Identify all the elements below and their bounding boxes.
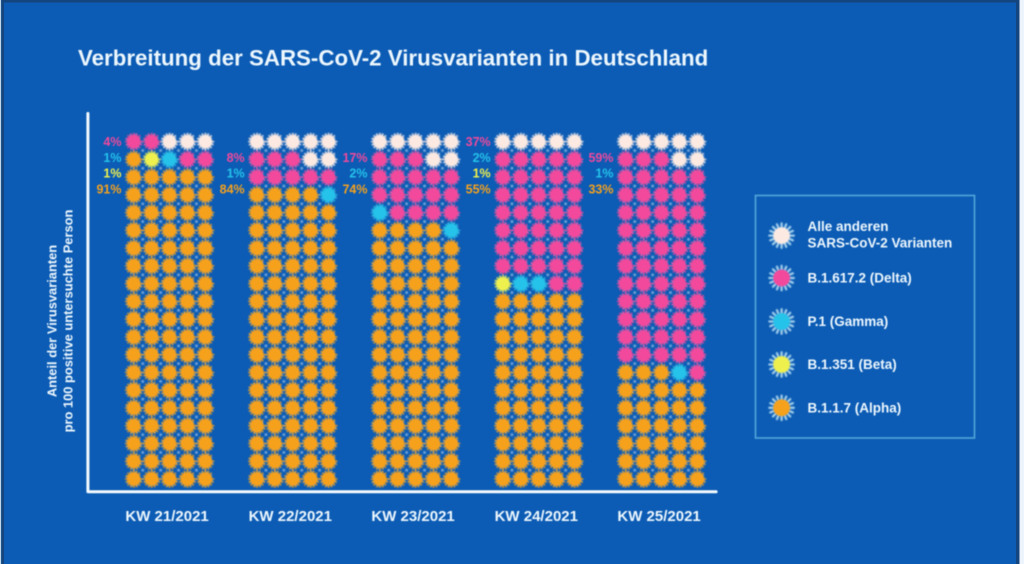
svg-text:Verbreitung der SARS-CoV-2 Vir: Verbreitung der SARS-CoV-2 Virusvariante… [78,45,708,70]
svg-text:1%: 1% [473,167,491,181]
svg-text:KW 23/2021: KW 23/2021 [371,508,454,525]
svg-text:P.1 (Gamma): P.1 (Gamma) [808,314,889,329]
svg-text:1%: 1% [227,167,245,181]
svg-text:2%: 2% [349,167,367,181]
svg-text:B.1.351 (Beta): B.1.351 (Beta) [808,357,897,372]
svg-text:Anteil der Virusvarianten: Anteil der Virusvarianten [45,245,60,397]
svg-text:55%: 55% [466,183,491,197]
svg-text:KW 24/2021: KW 24/2021 [495,508,578,525]
svg-text:KW 25/2021: KW 25/2021 [617,508,700,525]
svg-text:33%: 33% [588,183,613,197]
svg-text:1%: 1% [103,167,121,181]
svg-text:Alle anderen: Alle anderen [808,219,889,234]
svg-text:4%: 4% [103,135,121,149]
svg-text:17%: 17% [342,151,367,165]
svg-text:74%: 74% [342,183,367,197]
svg-text:SARS-CoV-2 Varianten: SARS-CoV-2 Varianten [808,236,953,251]
svg-text:1%: 1% [595,167,613,181]
svg-text:91%: 91% [96,183,121,197]
svg-text:37%: 37% [466,135,491,149]
svg-text:pro 100 positive untersuchte P: pro 100 positive untersuchte Person [60,209,75,432]
svg-text:1%: 1% [103,151,121,165]
svg-text:KW 21/2021: KW 21/2021 [125,508,208,525]
svg-text:2%: 2% [473,151,491,165]
svg-text:59%: 59% [588,151,613,165]
svg-text:8%: 8% [227,151,245,165]
svg-text:B.1.617.2 (Delta): B.1.617.2 (Delta) [808,271,912,286]
svg-text:KW 22/2021: KW 22/2021 [249,508,332,525]
svg-text:B.1.1.7 (Alpha): B.1.1.7 (Alpha) [808,400,902,415]
svg-text:84%: 84% [220,183,245,197]
